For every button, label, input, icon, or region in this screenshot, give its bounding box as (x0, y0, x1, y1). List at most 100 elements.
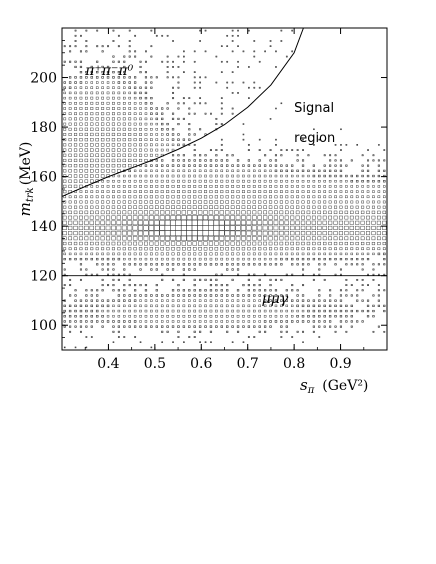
density-box (280, 154, 283, 157)
density-box (333, 215, 338, 220)
density-box (247, 185, 251, 188)
density-box (122, 148, 126, 152)
density-box (296, 320, 299, 323)
density-box (258, 190, 262, 193)
density-box (188, 97, 191, 100)
density-box (285, 164, 288, 167)
density-box (144, 205, 148, 209)
density-box (356, 294, 359, 297)
density-box (101, 45, 104, 48)
density-box (355, 180, 359, 183)
density-box (188, 320, 191, 323)
density-box (208, 220, 214, 226)
density-box (296, 179, 299, 183)
density-box (186, 235, 192, 241)
density-box (258, 278, 261, 281)
density-box (111, 163, 116, 168)
density-box (133, 117, 137, 121)
density-box (274, 289, 278, 292)
density-box (128, 102, 131, 105)
density-box (79, 236, 83, 241)
density-box (155, 263, 158, 266)
density-box (236, 179, 240, 183)
density-box (154, 236, 160, 241)
density-box (106, 236, 111, 241)
density-box (90, 299, 93, 302)
density-box (215, 117, 218, 120)
density-box (95, 309, 99, 313)
density-box (220, 257, 224, 261)
density-box (90, 163, 94, 168)
density-box (183, 60, 185, 63)
density-box (231, 81, 234, 84)
density-box (79, 169, 83, 173)
density-box (263, 304, 267, 308)
density-box (155, 133, 159, 136)
density-box (252, 195, 256, 199)
density-box (139, 284, 142, 287)
density-box (226, 86, 229, 89)
density-box (350, 258, 353, 261)
density-box (264, 289, 267, 292)
density-box (344, 220, 349, 225)
density-box (144, 320, 148, 323)
density-box (166, 164, 169, 167)
density-box (361, 241, 365, 246)
density-box (247, 159, 251, 162)
density-box (371, 236, 376, 241)
density-box (63, 252, 66, 256)
density-box (306, 241, 311, 246)
density-box (79, 304, 83, 308)
density-box (90, 117, 94, 121)
density-box (202, 230, 209, 236)
density-box (253, 304, 256, 308)
density-box (132, 236, 138, 241)
density-box (257, 241, 262, 246)
density-box (258, 195, 262, 199)
density-box (356, 299, 359, 302)
density-box (264, 154, 267, 157)
density-box (193, 252, 197, 256)
density-box (328, 205, 332, 209)
density-box (328, 315, 332, 318)
density-box (280, 257, 283, 261)
density-box (230, 205, 235, 209)
density-box (334, 273, 337, 276)
density-box (328, 247, 332, 251)
density-box (209, 174, 213, 178)
density-box (214, 195, 218, 199)
density-box (182, 159, 186, 162)
density-box (268, 220, 273, 225)
density-box (171, 315, 175, 318)
density-box (360, 225, 365, 230)
density-box (219, 205, 224, 209)
density-box (193, 149, 196, 152)
density-box (382, 195, 386, 199)
density-box (345, 289, 348, 292)
density-box (177, 143, 180, 147)
density-box (90, 112, 94, 116)
density-box (139, 325, 142, 328)
y-tick-label: 200 (30, 71, 57, 87)
density-box (165, 236, 171, 241)
density-box (180, 219, 187, 226)
density-box (350, 174, 353, 178)
density-box (204, 50, 207, 53)
density-box (355, 215, 360, 220)
density-box (171, 263, 175, 266)
density-box (247, 320, 251, 323)
density-box (106, 210, 110, 215)
density-box (177, 330, 180, 333)
density-box (242, 284, 245, 287)
density-box (85, 325, 88, 328)
density-box (95, 185, 99, 188)
density-box (296, 159, 299, 162)
density-box (220, 252, 224, 256)
density-box (101, 65, 104, 69)
density-box (377, 325, 380, 328)
density-box (101, 127, 105, 131)
density-box (258, 263, 261, 266)
density-box (296, 294, 299, 297)
density-box (209, 200, 213, 204)
density-box (224, 215, 230, 220)
